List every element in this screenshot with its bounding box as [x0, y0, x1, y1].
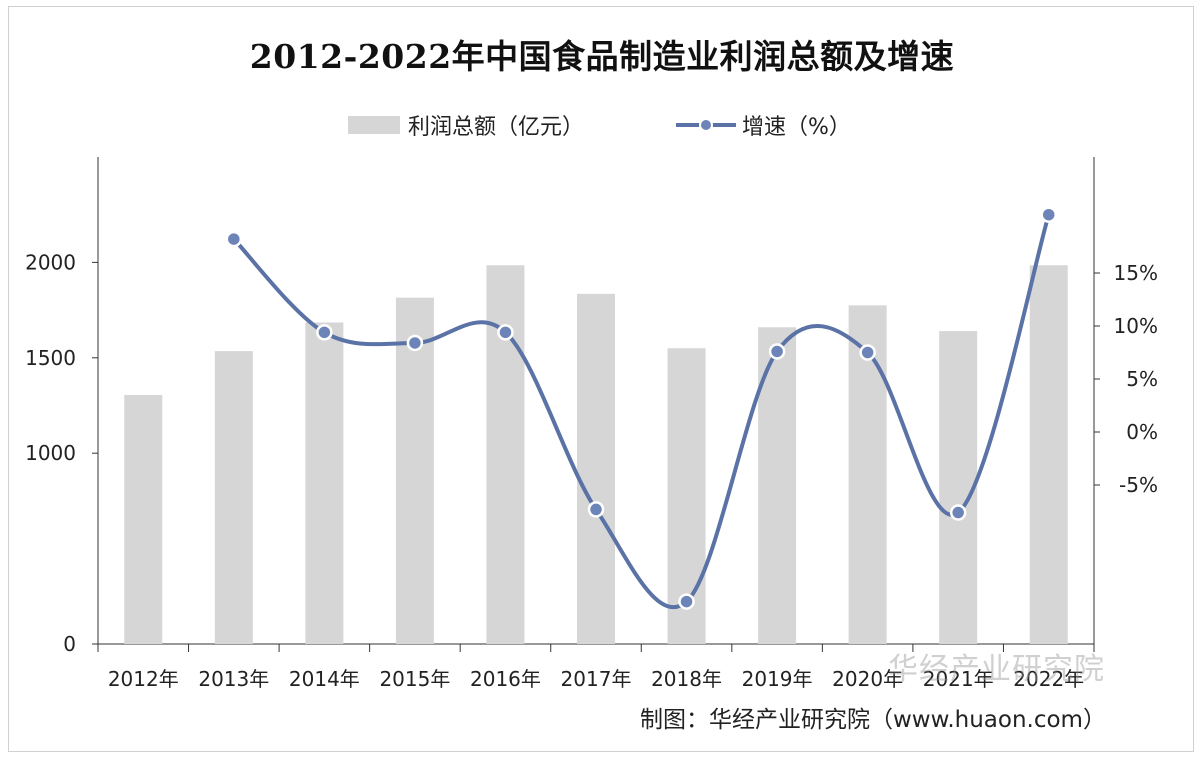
right-tick-label: 5%	[1126, 367, 1158, 391]
source-note: 制图：华经产业研究院（www.huaon.com）	[640, 707, 1106, 733]
x-tick-label: 2012年	[108, 667, 179, 691]
growth-point-2022年	[1040, 206, 1057, 223]
right-tick-label: 0%	[1126, 420, 1158, 444]
x-tick-label: 2014年	[289, 667, 360, 691]
chart-legend: 利润总额（亿元） 增速（%）	[0, 108, 1204, 142]
growth-point-2020年	[859, 344, 876, 361]
growth-line	[232, 214, 1051, 610]
right-axis-tick-labels: -5% 0% 5% 10% 15%	[1114, 261, 1158, 497]
growth-point-2016年	[497, 324, 514, 341]
bar-2012年	[124, 395, 163, 644]
x-tick-labels: 2012年 2013年 2014年 2015年 2016年 2017年 2018年 2019年…	[108, 667, 1084, 691]
bar-2014年	[305, 322, 344, 644]
x-tick-label: 2016年	[470, 667, 541, 691]
growth-point-2014年	[316, 324, 333, 341]
left-tick-label: 0	[63, 632, 76, 656]
legend-item-growth: 增速（%）	[676, 108, 851, 142]
bar-2020年	[848, 305, 887, 644]
bar-2015年	[395, 297, 434, 644]
legend-bar-swatch	[348, 116, 400, 134]
left-axis-tick-labels: 0 1000 1500 2000	[25, 250, 76, 656]
left-tick-label: 1500	[25, 346, 76, 370]
x-tick-label: 2021年	[923, 667, 994, 691]
points-layer	[225, 206, 1057, 610]
growth-point-2019年	[768, 343, 786, 360]
line-layer	[232, 214, 1051, 610]
x-tick-label: 2019年	[742, 667, 813, 691]
x-tick-label: 2013年	[198, 667, 269, 691]
growth-point-2013年	[225, 230, 243, 248]
right-tick-label: -5%	[1119, 473, 1158, 497]
x-tick-label: 2015年	[379, 667, 450, 691]
chart-title: 2012-2022年中国食品制造业利润总额及增速	[249, 37, 955, 76]
legend-line-label: 增速（%）	[742, 115, 851, 140]
bar-2013年	[214, 351, 253, 644]
growth-point-2017年	[587, 501, 605, 518]
bars-layer	[124, 265, 1068, 644]
growth-point-2021年	[949, 504, 967, 521]
x-tick-label: 2018年	[651, 667, 722, 691]
legend-bar-label: 利润总额（亿元）	[408, 115, 585, 140]
legend-item-profit: 利润总额（亿元）	[348, 108, 584, 142]
x-tick-label: 2017年	[561, 667, 632, 691]
growth-point-2015年	[406, 334, 424, 352]
right-tick-label: 15%	[1114, 261, 1158, 285]
bar-2017年	[577, 293, 615, 644]
left-tick-label: 1000	[25, 441, 76, 465]
x-tick-label: 2022年	[1013, 667, 1084, 691]
left-tick-label: 2000	[25, 250, 76, 274]
bar-2022年	[1029, 265, 1068, 644]
x-tick-label: 2020年	[832, 667, 903, 691]
watermark-text: 华经产业研究院	[888, 652, 1105, 687]
growth-point-2018年	[678, 593, 695, 610]
legend-line-swatch	[676, 115, 736, 135]
bar-2021年	[939, 331, 978, 644]
right-tick-label: 10%	[1114, 314, 1158, 338]
